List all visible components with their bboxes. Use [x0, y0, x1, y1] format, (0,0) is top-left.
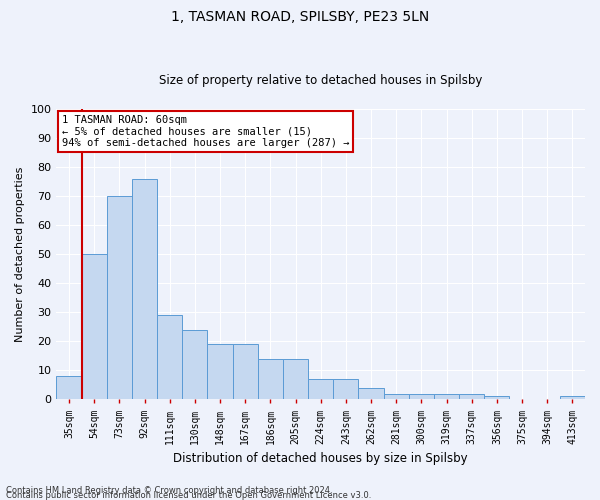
Bar	[182, 330, 208, 400]
Text: Contains HM Land Registry data © Crown copyright and database right 2024.: Contains HM Land Registry data © Crown c…	[6, 486, 332, 495]
Bar	[409, 394, 434, 400]
Bar	[157, 315, 182, 400]
Bar	[560, 396, 585, 400]
Bar	[56, 376, 82, 400]
Text: 1, TASMAN ROAD, SPILSBY, PE23 5LN: 1, TASMAN ROAD, SPILSBY, PE23 5LN	[171, 10, 429, 24]
Y-axis label: Number of detached properties: Number of detached properties	[15, 166, 25, 342]
Bar	[208, 344, 233, 400]
Text: 1 TASMAN ROAD: 60sqm
← 5% of detached houses are smaller (15)
94% of semi-detach: 1 TASMAN ROAD: 60sqm ← 5% of detached ho…	[62, 115, 349, 148]
Bar	[258, 358, 283, 400]
Bar	[459, 394, 484, 400]
Text: Contains public sector information licensed under the Open Government Licence v3: Contains public sector information licen…	[6, 491, 371, 500]
Bar	[233, 344, 258, 400]
X-axis label: Distribution of detached houses by size in Spilsby: Distribution of detached houses by size …	[173, 452, 468, 465]
Bar	[107, 196, 132, 400]
Bar	[358, 388, 383, 400]
Bar	[82, 254, 107, 400]
Title: Size of property relative to detached houses in Spilsby: Size of property relative to detached ho…	[159, 74, 482, 87]
Bar	[383, 394, 409, 400]
Bar	[434, 394, 459, 400]
Bar	[333, 379, 358, 400]
Bar	[484, 396, 509, 400]
Bar	[132, 178, 157, 400]
Bar	[308, 379, 333, 400]
Bar	[283, 358, 308, 400]
